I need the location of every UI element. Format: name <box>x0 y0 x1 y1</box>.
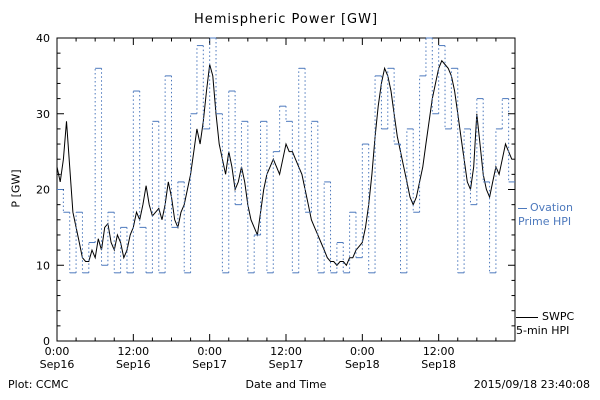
series-group <box>57 37 515 274</box>
ovation-line-swatch-icon <box>518 207 527 209</box>
swpc-line-swatch-icon <box>516 316 538 318</box>
y-tick-label: 30 <box>36 108 50 121</box>
chart-title: Hemispheric Power [GW] <box>193 12 379 27</box>
x-tick-date: Sep16 <box>40 358 75 371</box>
series-ovation <box>57 37 515 274</box>
x-tick-time: 0:00 <box>197 345 222 358</box>
legend-ovation-label-1: Ovation <box>530 201 573 214</box>
x-tick-time: 0:00 <box>45 345 70 358</box>
legend-ovation: Ovation Prime HPI <box>518 201 573 229</box>
x-tick-time: 12:00 <box>117 345 149 358</box>
y-tick-label: 10 <box>36 259 50 272</box>
y-tick-label: 20 <box>36 184 50 197</box>
legend-swpc: SWPC 5-min HPI <box>516 310 574 338</box>
plot-source-label: Plot: CCMC <box>8 378 69 391</box>
x-tick-time: 0:00 <box>350 345 375 358</box>
x-tick-time: 12:00 <box>270 345 302 358</box>
x-tick-date: Sep18 <box>345 358 380 371</box>
y-tick-label: 40 <box>36 32 50 45</box>
legend-ovation-label-2: Prime HPI <box>518 215 572 228</box>
x-tick-date: Sep18 <box>421 358 456 371</box>
x-tick-date: Sep17 <box>192 358 227 371</box>
x-tick-date: Sep16 <box>116 358 151 371</box>
x-axis-label: Date and Time <box>245 378 327 391</box>
x-tick-date: Sep17 <box>269 358 304 371</box>
legend-swpc-label-1: SWPC <box>542 310 575 323</box>
plot-timestamp: 2015/09/18 23:40:08 <box>473 378 590 391</box>
plot-frame <box>56 37 516 342</box>
y-tick-label: 0 <box>43 335 50 348</box>
x-tick-time: 12:00 <box>423 345 455 358</box>
legend-swpc-label-2: 5-min HPI <box>516 324 570 337</box>
series-swpc <box>57 59 513 267</box>
